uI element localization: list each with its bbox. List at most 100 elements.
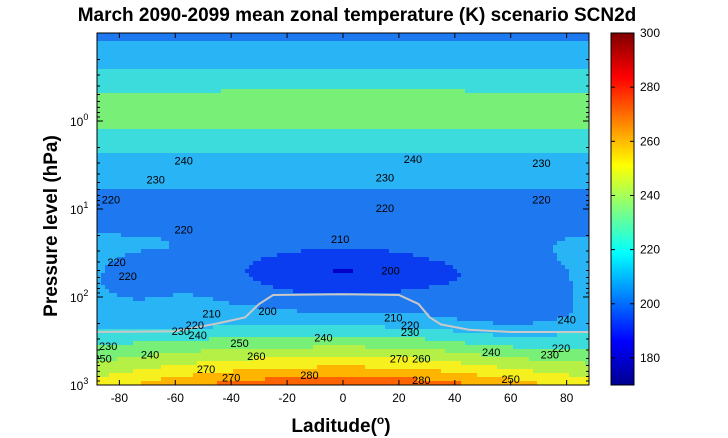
contour-cell bbox=[185, 341, 190, 346]
contour-cell bbox=[109, 229, 114, 234]
contour-cell bbox=[177, 225, 182, 230]
contour-cell bbox=[233, 85, 238, 90]
contour-cell bbox=[153, 361, 158, 366]
contour-cell bbox=[289, 189, 294, 194]
contour-cell bbox=[261, 285, 266, 290]
contour-cell bbox=[97, 85, 102, 90]
contour-cell bbox=[113, 321, 118, 326]
contour-cell bbox=[157, 353, 162, 358]
contour-cell bbox=[313, 285, 318, 290]
contour-cell bbox=[281, 365, 286, 370]
contour-cell bbox=[109, 325, 114, 330]
contour-cell bbox=[313, 325, 318, 330]
contour-cell bbox=[289, 273, 294, 278]
contour-cell bbox=[301, 257, 306, 262]
contour-cell bbox=[169, 53, 174, 58]
contour-cell bbox=[317, 53, 322, 58]
contour-cell bbox=[197, 365, 202, 370]
contour-cell bbox=[261, 157, 266, 162]
contour-cell bbox=[221, 93, 226, 98]
contour-cell bbox=[273, 321, 278, 326]
contour-cell bbox=[293, 37, 298, 42]
contour-cell bbox=[101, 357, 106, 362]
contour-cell bbox=[249, 161, 254, 166]
contour-cell bbox=[305, 373, 310, 378]
contour-cell bbox=[297, 285, 302, 290]
contour-cell bbox=[201, 261, 206, 266]
contour-cell bbox=[317, 81, 322, 86]
contour-cell bbox=[105, 353, 110, 358]
contour-cell bbox=[321, 137, 326, 142]
contour-cell bbox=[233, 265, 238, 270]
contour-cell bbox=[197, 305, 202, 310]
contour-cell bbox=[97, 325, 102, 330]
contour-cell bbox=[105, 265, 110, 270]
contour-cell bbox=[301, 365, 306, 370]
contour-cell bbox=[141, 125, 146, 130]
contour-cell bbox=[265, 129, 270, 134]
contour-cell bbox=[173, 257, 178, 262]
contour-cell bbox=[117, 161, 122, 166]
contour-cell bbox=[129, 33, 134, 38]
contour-cell bbox=[129, 365, 134, 370]
contour-cell bbox=[233, 129, 238, 134]
contour-cell bbox=[185, 53, 190, 58]
contour-cell bbox=[221, 373, 226, 378]
contour-cell bbox=[273, 245, 278, 250]
contour-cell bbox=[217, 249, 222, 254]
contour-cell bbox=[145, 369, 150, 374]
contour-cell bbox=[289, 33, 294, 38]
contour-cell bbox=[117, 65, 122, 70]
contour-cell bbox=[173, 69, 178, 74]
contour-cell bbox=[297, 97, 302, 102]
contour-cell bbox=[221, 329, 226, 334]
contour-cell bbox=[181, 381, 186, 385]
contour-cell bbox=[237, 357, 242, 362]
contour-cell bbox=[229, 325, 234, 330]
contour-cell bbox=[245, 65, 250, 70]
contour-cell bbox=[189, 253, 194, 258]
contour-cell bbox=[117, 361, 122, 366]
contour-cell bbox=[221, 297, 226, 302]
contour-cell bbox=[257, 357, 262, 362]
contour-cell bbox=[129, 337, 134, 342]
contour-cell bbox=[145, 289, 150, 294]
contour-cell bbox=[257, 157, 262, 162]
contour-cell bbox=[265, 105, 270, 110]
contour-cell bbox=[189, 273, 194, 278]
contour-cell bbox=[101, 181, 106, 186]
contour-cell bbox=[209, 357, 214, 362]
contour-cell bbox=[121, 245, 126, 250]
contour-cell bbox=[221, 205, 226, 210]
contour-cell bbox=[277, 341, 282, 346]
contour-cell bbox=[233, 169, 238, 174]
contour-cell bbox=[209, 129, 214, 134]
contour-cell bbox=[101, 309, 106, 314]
contour-cell bbox=[145, 325, 150, 330]
contour-cell bbox=[157, 173, 162, 178]
contour-cell bbox=[181, 125, 186, 130]
contour-cell bbox=[285, 253, 290, 258]
contour-cell bbox=[101, 137, 106, 142]
contour-cell bbox=[145, 61, 150, 66]
contour-cell bbox=[281, 41, 286, 46]
contour-cell bbox=[273, 185, 278, 190]
contour-cell bbox=[217, 97, 222, 102]
contour-cell bbox=[157, 121, 162, 126]
contour-cell bbox=[181, 201, 186, 206]
contour-cell bbox=[277, 65, 282, 70]
contour-cell bbox=[229, 205, 234, 210]
contour-cell bbox=[145, 77, 150, 82]
contour-cell bbox=[145, 197, 150, 202]
contour-cell bbox=[105, 249, 110, 254]
contour-cell bbox=[157, 373, 162, 378]
contour-cell bbox=[229, 113, 234, 118]
contour-cell bbox=[225, 373, 230, 378]
contour-cell bbox=[125, 273, 130, 278]
contour-cell bbox=[197, 281, 202, 286]
contour-cell bbox=[301, 161, 306, 166]
contour-cell bbox=[113, 221, 118, 226]
contour-cell bbox=[137, 125, 142, 130]
contour-cell bbox=[181, 305, 186, 310]
contour-cell bbox=[269, 217, 274, 222]
